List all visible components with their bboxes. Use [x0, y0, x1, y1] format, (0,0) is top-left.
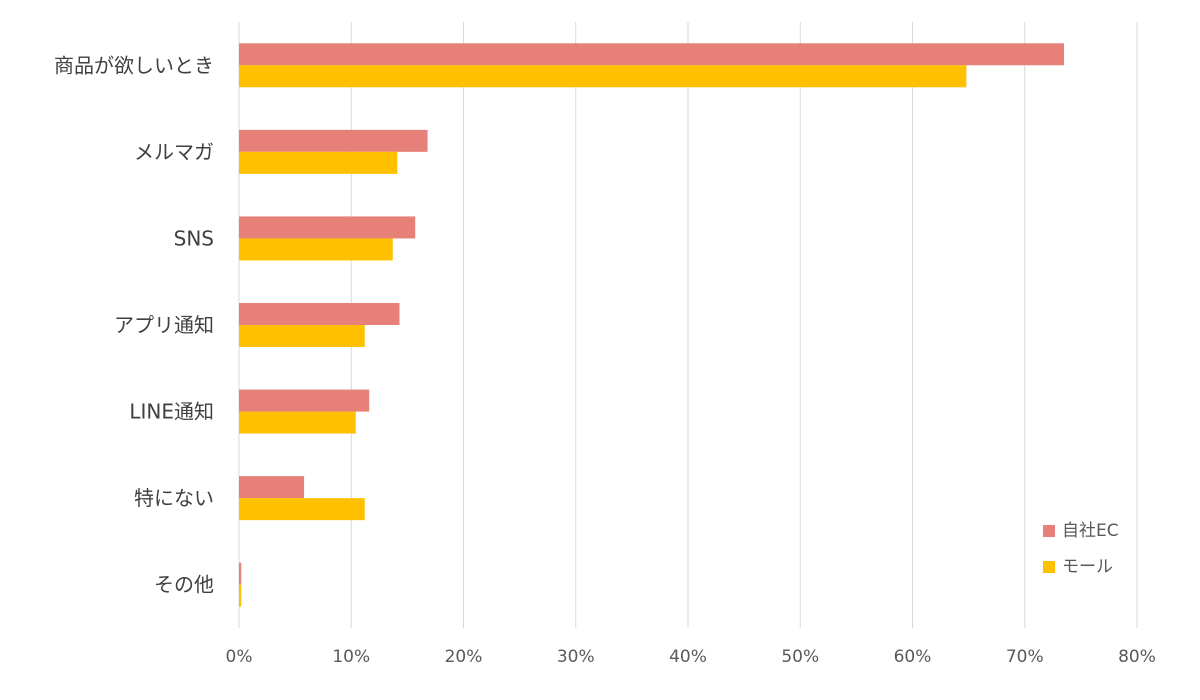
bar-own-ec	[239, 303, 400, 325]
legend-swatch	[1043, 561, 1055, 573]
x-tick-label: 40%	[669, 647, 707, 667]
x-tick-label: 20%	[445, 647, 483, 667]
bar-own-ec	[239, 389, 370, 412]
legend-label: モール	[1062, 557, 1113, 577]
bar-own-ec	[239, 216, 416, 239]
x-axis-tick-labels: 0% 10% 20% 30% 40% 50% 60% 70% 80%	[226, 647, 1156, 667]
bar-mall	[239, 498, 365, 521]
category-label: SNS	[174, 226, 214, 250]
bar-mall	[239, 151, 398, 174]
bar-mall	[239, 584, 242, 607]
category-label: その他	[154, 573, 214, 597]
bar-own-ec	[239, 562, 242, 585]
bars	[239, 43, 1065, 607]
bar-mall	[239, 411, 356, 434]
bar-mall	[239, 325, 365, 347]
bar-own-ec	[239, 129, 428, 152]
legend-label: 自社EC	[1062, 521, 1119, 541]
x-tick-label: 30%	[557, 647, 595, 667]
category-label: LINE通知	[129, 400, 214, 424]
legend: 自社EC モール	[1043, 521, 1119, 577]
bar-own-ec	[239, 43, 1065, 66]
grid-lines	[238, 22, 1138, 628]
category-label: アプリ通知	[114, 313, 214, 337]
x-tick-label: 0%	[226, 647, 253, 667]
x-tick-label: 70%	[1006, 647, 1044, 667]
bar-mall	[239, 238, 393, 261]
x-tick-label: 60%	[894, 647, 932, 667]
x-tick-label: 80%	[1118, 647, 1156, 667]
bar-mall	[239, 65, 967, 88]
legend-swatch	[1043, 525, 1055, 537]
category-label: 特にない	[134, 486, 214, 510]
x-tick-label: 10%	[332, 647, 370, 667]
category-label: 商品が欲しいとき	[54, 53, 214, 77]
category-label: メルマガ	[134, 140, 214, 164]
x-tick-label: 50%	[781, 647, 819, 667]
bar-own-ec	[239, 476, 305, 499]
